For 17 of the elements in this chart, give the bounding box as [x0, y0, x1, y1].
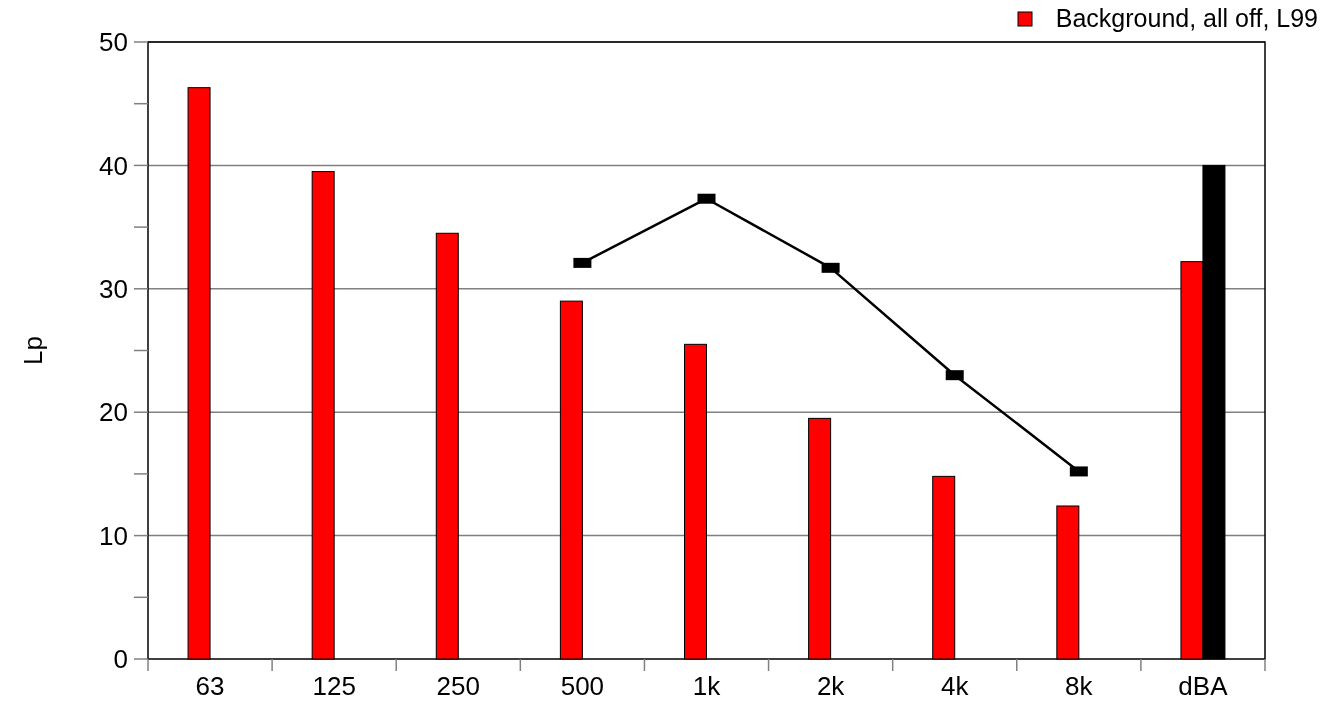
- x-tick-label: dBA: [1178, 671, 1229, 701]
- x-tick-label: 63: [195, 671, 225, 701]
- legend-label: Background, all off, L99: [1055, 4, 1318, 32]
- y-axis-title: Lp: [18, 336, 48, 365]
- y-tick-label: 20: [99, 397, 128, 428]
- y-tick-label: 10: [99, 520, 128, 551]
- x-tick-label: 4k: [940, 671, 970, 701]
- y-tick-label: 40: [99, 150, 128, 181]
- y-tick-label: 50: [99, 27, 128, 58]
- x-tick-label: 250: [436, 671, 480, 701]
- y-tick-label: 30: [99, 273, 128, 304]
- y-tick-label: 0: [113, 644, 128, 675]
- x-tick-label: 2k: [816, 671, 846, 701]
- x-tick-label: 8k: [1065, 671, 1094, 701]
- x-tick-label: 500: [560, 671, 605, 701]
- x-tick-label: 125: [312, 671, 356, 701]
- x-tick-label: 1k: [692, 671, 722, 701]
